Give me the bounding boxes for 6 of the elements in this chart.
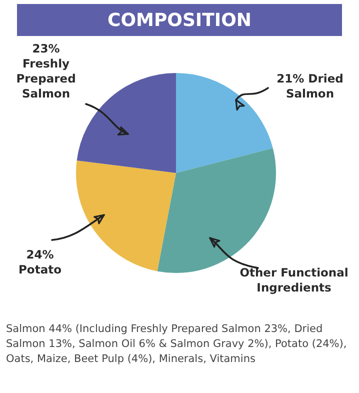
text: Salmon 44% (Including Freshly Prepared Salmon 23%, Dried Salmon 13%, Salmon Oil 6% & Salmon Gravy 2%), Potato (24%), Oats, Maize, Beet Pulp (4%), Minerals, Vitamins xyxy=(6,322,348,367)
slice-label: 24% Potato xyxy=(18,248,62,277)
slice-label: 23% Freshly Prepared Salmon xyxy=(16,42,76,101)
chart-title: COMPOSITION xyxy=(17,4,342,36)
slice-label: 21% Dried Salmon xyxy=(276,72,344,101)
slice-label: Other Functional Ingredients xyxy=(240,266,348,295)
